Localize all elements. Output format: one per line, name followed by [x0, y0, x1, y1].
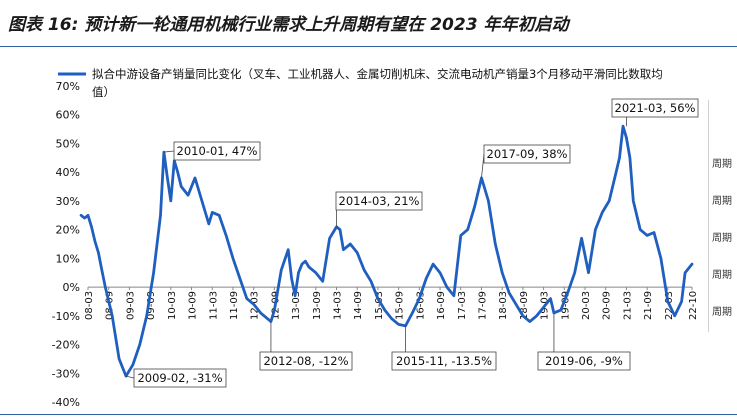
- x-tick-label: 20-09: [602, 291, 613, 320]
- annotation-box: [611, 98, 699, 118]
- x-axis: 08-03 08-09 09-03 09-09 10-03 10-09 11-03 11-09…: [84, 286, 699, 320]
- series-group: [79, 124, 694, 378]
- x-tick-label: 18-09: [519, 291, 530, 320]
- x-tick-label: 22-10: [688, 291, 699, 320]
- legend: 拟合中游设备产销量同比变化（叉车、工业机器人、金属切削机床、交流电动机产销量3个…: [58, 67, 663, 99]
- annotation-label: 2017-09, 38%: [487, 147, 568, 161]
- x-tick-label: 13-03: [291, 291, 302, 320]
- x-tick-label: 10-03: [167, 291, 178, 320]
- y-tick-label: 50%: [56, 137, 80, 150]
- annotation-label: 2015-11, -13.5%: [396, 354, 492, 368]
- annotation-box: [537, 351, 631, 371]
- x-tick-label: 13-09: [312, 291, 323, 320]
- y-tick-label: -20%: [52, 339, 80, 352]
- legend-label-cont: 值）: [92, 85, 115, 99]
- annotation-callout: 2012-08, -12%: [259, 321, 353, 371]
- annotation-label: 2009-02, -31%: [137, 371, 222, 385]
- annotation-box: [173, 141, 261, 161]
- annotation-leader: [125, 375, 135, 379]
- annotation-label: 2012-08, -12%: [263, 354, 348, 368]
- x-tick-label: 19-09: [560, 291, 571, 320]
- x-tick-label: 09-03: [125, 291, 136, 320]
- y-tick-label: 0%: [63, 281, 80, 294]
- x-tick-label: 11-09: [229, 291, 240, 320]
- y-tick-label: -30%: [52, 367, 80, 380]
- x-tick-label: 17-03: [457, 291, 468, 320]
- x-tick-label: 15-09: [395, 291, 406, 320]
- y-tick-label: 30%: [56, 195, 80, 208]
- x-tick-label: 16-09: [436, 291, 447, 320]
- annotation-callout: 2021-03, 56%: [611, 98, 699, 127]
- annotation-label: 2021-03, 56%: [615, 101, 696, 115]
- x-tick-label: 11-03: [208, 291, 219, 320]
- x-tick-label: 18-03: [498, 291, 509, 320]
- x-tick-label: 17-09: [477, 291, 488, 320]
- legend-label: 拟合中游设备产销量同比变化（叉车、工业机器人、金属切削机床、交流电动机产销量3个…: [92, 67, 663, 81]
- annotation-box: [133, 368, 227, 388]
- title-bar: 图表 16: 预计新一轮通用机械行业需求上升周期有望在 2023 年年初启动: [0, 0, 737, 47]
- y-tick-label: 60%: [56, 109, 80, 122]
- annotation-box: [335, 191, 423, 211]
- x-tick-label: 09-09: [146, 291, 157, 320]
- bottom-rule: [0, 414, 737, 415]
- annotation-label: 2010-01, 47%: [177, 144, 258, 158]
- side-label: 周期: [712, 196, 732, 207]
- page-title: 图表 16: 预计新一轮通用机械行业需求上升周期有望在 2023 年年初启动: [8, 15, 569, 35]
- y-tick-label: -40%: [52, 396, 80, 409]
- annotation-box: [259, 351, 353, 371]
- y-tick-label: 10%: [56, 252, 80, 265]
- annotation-leader: [163, 150, 175, 153]
- annotation-label: 2019-06, -9%: [545, 354, 623, 368]
- x-tick-label: 16-03: [415, 291, 426, 320]
- x-tick-label: 10-09: [188, 291, 199, 320]
- annotation-box: [483, 144, 571, 164]
- annotation-callout: 2010-01, 47%: [163, 141, 261, 161]
- x-tick-label: 20-03: [581, 291, 592, 320]
- x-tick-label: 15-03: [374, 291, 385, 320]
- annotation-callout: 2019-06, -9%: [537, 312, 631, 371]
- annotation-callout: 2014-03, 21%: [335, 191, 423, 227]
- series-line-1: [79, 124, 694, 378]
- x-tick-label: 14-03: [333, 291, 344, 320]
- x-tick-label: 21-03: [622, 291, 633, 320]
- annotation-leader: [481, 153, 485, 178]
- side-label: 周期: [712, 270, 732, 281]
- annotation-label: 2014-03, 21%: [339, 194, 420, 208]
- x-tick-label: 21-09: [643, 291, 654, 320]
- side-label: 周期: [712, 159, 732, 170]
- y-axis: 70% 60% 50% 40% 30% 20% 10% 0% -10% -20% -30% -40%: [52, 80, 80, 409]
- x-tick-label: 08-03: [84, 291, 95, 320]
- y-tick-label: 20%: [56, 224, 80, 237]
- right-side-strip: [708, 100, 737, 332]
- annotation-callout: 2009-02, -31%: [125, 368, 227, 388]
- side-label: 周期: [712, 307, 732, 318]
- y-tick-label: -10%: [52, 310, 80, 323]
- x-tick-label: 14-09: [353, 291, 364, 320]
- side-label: 周期: [712, 233, 732, 244]
- annotation-callout: 2017-09, 38%: [481, 144, 571, 178]
- y-tick-label: 70%: [56, 80, 80, 93]
- y-tick-label: 40%: [56, 166, 80, 179]
- annotation-callout: 2015-11, -13.5%: [391, 325, 497, 371]
- annotations: 2009-02, -31% 2010-01, 47% 2012-08, -12% 20…: [125, 98, 699, 388]
- annotation-box: [391, 351, 497, 371]
